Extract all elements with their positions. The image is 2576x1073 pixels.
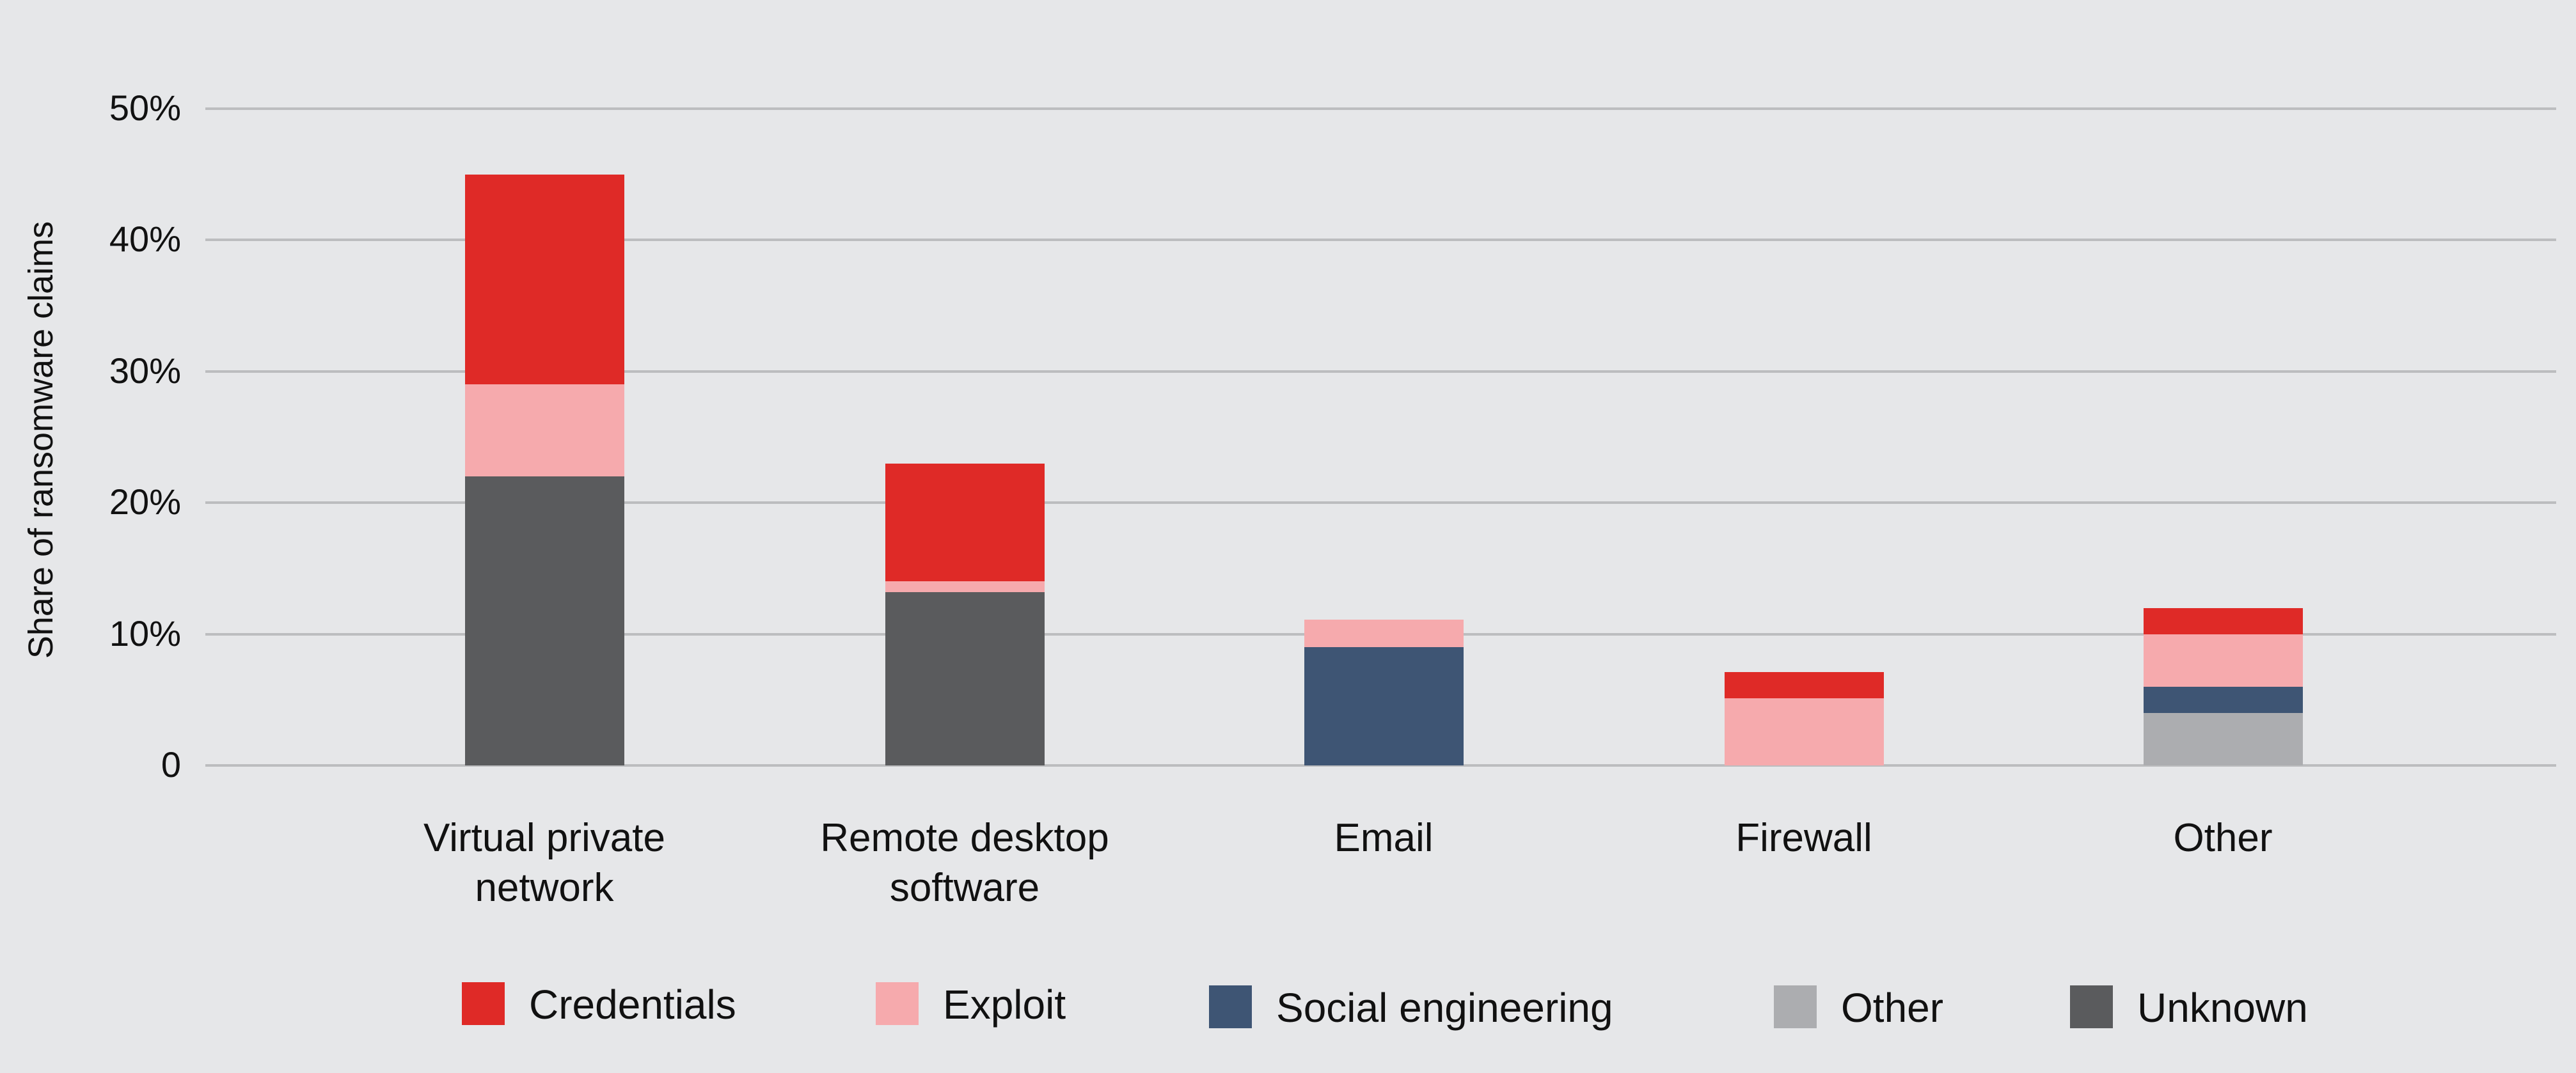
x-label-line: network — [475, 866, 614, 910]
gridline-30 — [205, 370, 2556, 373]
bar-email — [1304, 620, 1464, 765]
bar-other — [2144, 607, 2303, 765]
y-tick-0: 0 — [161, 744, 181, 785]
legend-swatch-exploit — [876, 982, 919, 1025]
bar-segment-exploit — [2144, 634, 2303, 687]
y-tick-10: 10% — [109, 613, 181, 654]
x-label-remote-desktop-software: Remote desktop software — [773, 813, 1157, 913]
x-label-virtual-private-network: Virtual private network — [352, 813, 736, 913]
bar-segment-exploit — [1304, 620, 1464, 648]
bar-segment-exploit — [1725, 698, 1884, 765]
legend-swatch-credentials — [462, 982, 505, 1025]
x-label-line: Firewall — [1735, 816, 1872, 860]
bar-segment-credentials — [465, 174, 624, 385]
legend-swatch-unknown — [2070, 985, 2113, 1028]
y-tick-50: 50% — [109, 88, 181, 128]
y-tick-30: 30% — [109, 350, 181, 391]
x-axis-baseline — [205, 764, 2556, 767]
legend-label-credentials: Credentials — [529, 982, 736, 1028]
bar-segment-credentials — [1725, 672, 1884, 699]
legend-label-social-engineering: Social engineering — [1276, 985, 1613, 1031]
bar-segment-credentials — [2144, 607, 2303, 634]
x-label-line: software — [889, 866, 1040, 910]
bar-segment-exploit — [885, 581, 1045, 592]
legend-label-exploit: Exploit — [943, 982, 1066, 1028]
legend-swatch-social-engineering — [1209, 985, 1252, 1028]
legend-swatch-other — [1774, 985, 1817, 1028]
bar-segment-credentials — [885, 463, 1045, 582]
legend-label-unknown: Unknown — [2137, 985, 2308, 1031]
bar-segment-unknown — [885, 591, 1045, 765]
bar-segment-unknown — [465, 476, 624, 765]
x-label-line: Email — [1334, 816, 1434, 860]
bar-virtual-private-network — [465, 174, 624, 765]
bar-segment-social-engineering — [2144, 686, 2303, 713]
x-label-line: Virtual private — [423, 816, 665, 860]
y-axis-title: Share of ransomware claims — [22, 221, 60, 659]
legend-label-other: Other — [1841, 985, 1944, 1031]
gridline-40 — [205, 239, 2556, 241]
y-tick-40: 40% — [109, 219, 181, 259]
x-label-firewall: Firewall — [1612, 813, 1996, 863]
x-label-line: Remote desktop — [820, 816, 1109, 860]
bar-segment-other — [2144, 712, 2303, 765]
x-label-email: Email — [1192, 813, 1576, 863]
bar-segment-social-engineering — [1304, 647, 1464, 765]
bar-segment-exploit — [465, 384, 624, 477]
x-label-line: Other — [2173, 816, 2273, 860]
y-tick-20: 20% — [109, 482, 181, 522]
gridline-50 — [205, 107, 2556, 110]
x-label-other: Other — [2031, 813, 2415, 863]
bar-remote-desktop-software — [885, 463, 1045, 765]
bar-firewall — [1725, 672, 1884, 765]
gridline-20 — [205, 501, 2556, 504]
